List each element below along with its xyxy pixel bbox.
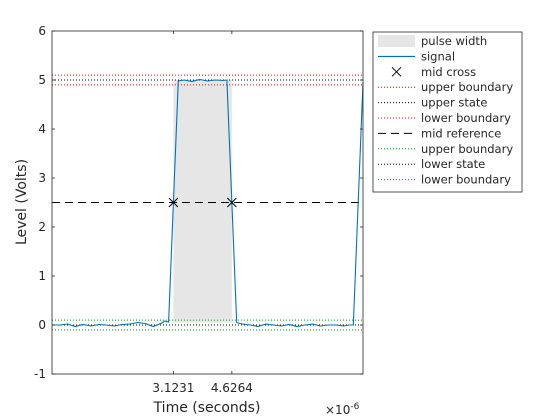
- y-tick-label-1: 0: [38, 318, 46, 332]
- legend-swatch-0: [378, 35, 415, 47]
- pulse-width-patch: [173, 80, 232, 323]
- y-tick-label-4: 3: [38, 171, 46, 185]
- legend-label-7: upper boundary: [421, 142, 513, 156]
- axes-box: [51, 30, 364, 375]
- y-tick-label-3: 2: [38, 220, 46, 234]
- x-tick-label-1: 4.6264: [211, 381, 253, 395]
- legend-label-6: mid reference: [421, 126, 501, 140]
- y-tick-label-7: 6: [38, 24, 46, 38]
- legend-label-0: pulse width: [421, 34, 487, 48]
- legend-label-4: upper state: [421, 96, 487, 110]
- legend-label-8: lower state: [421, 157, 485, 171]
- legend-label-9: lower boundary: [421, 173, 511, 187]
- y-tick-label-5: 4: [38, 122, 46, 136]
- legend-label-3: upper boundary: [421, 80, 513, 94]
- mid-cross-marker-1: [226, 197, 237, 208]
- x-exponent-label: ×10-6: [325, 402, 360, 417]
- legend-label-2: mid cross: [421, 65, 476, 79]
- y-axis-title: Level (Volts): [14, 159, 30, 245]
- y-tick-label-6: 5: [38, 73, 46, 87]
- x-tick-label-0: 3.1231: [152, 381, 194, 395]
- axes: -1 0 1 2 3 4 5 6 3.1231 4.6264: [34, 24, 364, 395]
- legend-label-1: signal: [421, 49, 455, 63]
- signal-series-0: [52, 78, 364, 328]
- x-axis-title: Time (seconds): [153, 400, 261, 416]
- legend-swatch-2: [391, 66, 402, 77]
- plot-area: [52, 74, 364, 331]
- mid-cross-marker-0: [168, 197, 179, 208]
- legend-box: [372, 31, 523, 193]
- y-tick-label-0: -1: [34, 367, 46, 381]
- legend-label-5: lower boundary: [421, 111, 511, 125]
- y-tick-label-2: 1: [38, 269, 46, 283]
